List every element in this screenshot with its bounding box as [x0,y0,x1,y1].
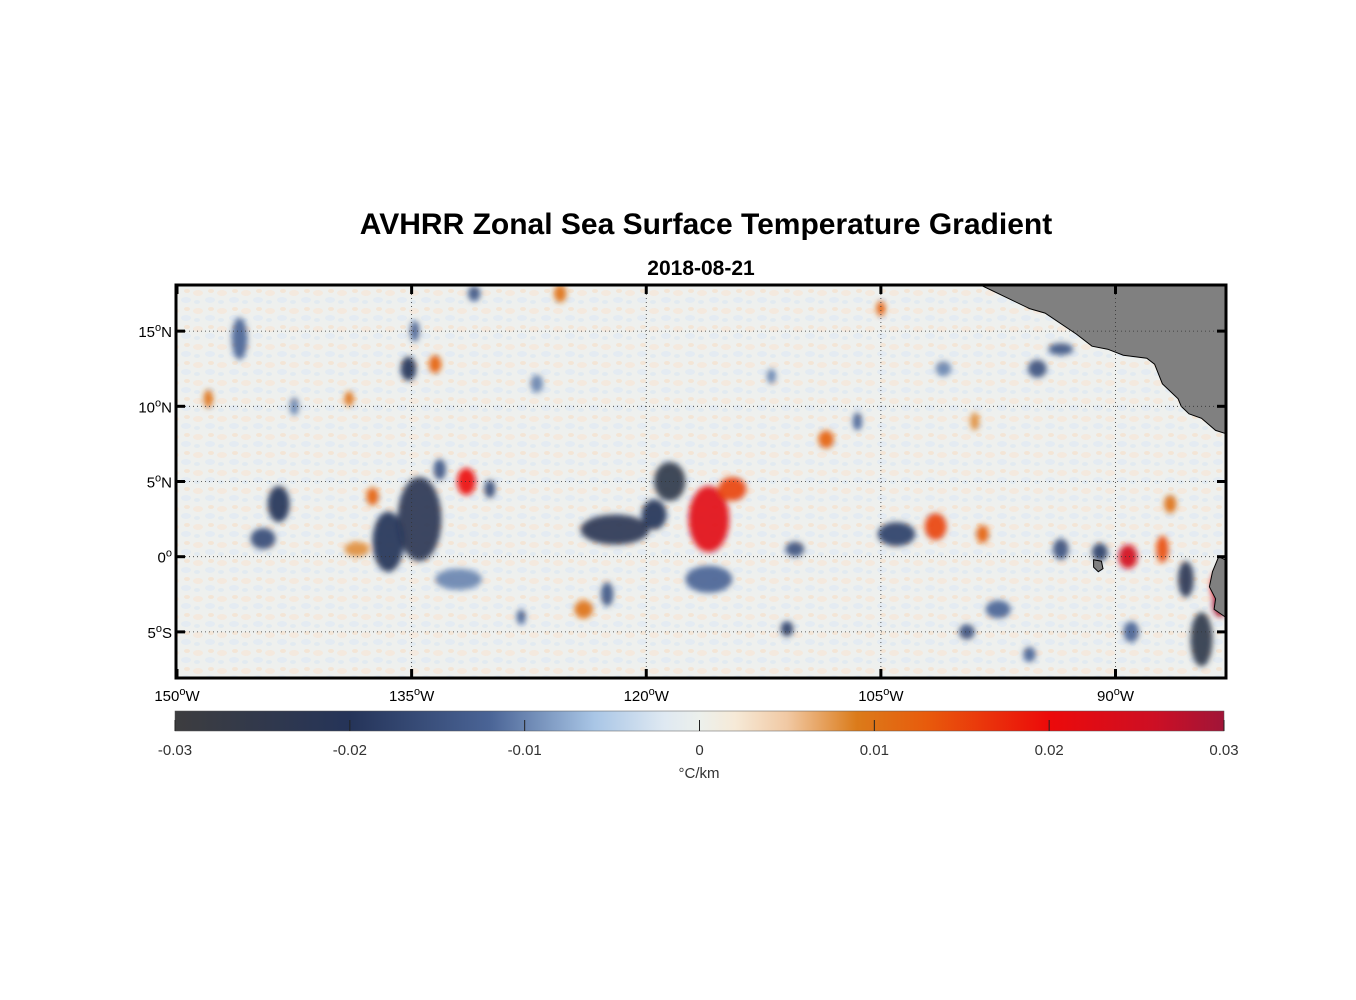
land-masses [982,286,1225,618]
gradient-anomaly [400,356,417,381]
gradient-anomaly [344,541,370,557]
gradient-anomaly [780,621,794,637]
map-title: AVHRR Zonal Sea Surface Temperature Grad… [360,208,1052,241]
gradient-anomaly [1027,359,1047,378]
gradient-anomaly [1023,646,1036,662]
map-area [177,286,1225,677]
gradient-anomaly [688,486,730,553]
gradient-anomaly [935,361,952,377]
gradient-anomaly [641,499,667,530]
gradient-anomaly [516,609,526,625]
gradient-anomaly [1052,538,1069,560]
gradient-anomaly [1163,495,1177,514]
gradient-anomaly [766,368,777,384]
colorbar-tick-label: -0.03 [158,742,192,759]
gradient-anomaly [530,374,544,393]
gradient-anomaly [976,525,989,544]
gradient-anomaly [985,600,1011,619]
gradient-anomaly [250,528,276,550]
lat-tick-label: 15oN [138,322,172,341]
lon-tick-label: 150oW [154,686,200,705]
gradient-anomaly [785,541,805,557]
gradient-anomaly [574,600,594,619]
gradient-anomaly [1123,621,1139,643]
map-ticks: 150oW 135oW 120oW 105oW 90oW 15oN 10oN 5oN 0o 5oS [138,286,1225,705]
map-subtitle: 2018-08-21 [647,257,755,280]
gradient-anomaly [685,565,733,593]
colorbar-unit-label: °C/km [679,765,720,782]
colorbar-tick-label: -0.02 [333,742,367,759]
colorbar-tick-label: -0.01 [508,742,542,759]
map-frame [174,283,1228,680]
colorbar-ticks: -0.03 -0.02 -0.01 0 0.01 0.02 0.03 [158,720,1239,759]
gradient-anomaly [852,412,863,431]
gradient-anomaly [877,522,916,547]
land-galapagos-island [1093,559,1104,573]
colorbar-tick-label: 0.02 [1035,742,1064,759]
gradient-anomaly [876,301,886,317]
land-central-america [982,286,1225,434]
gradient-anomaly [428,355,442,374]
lon-tick-label: 135oW [389,686,435,705]
gradient-anomaly [410,320,420,342]
map-gridlines [177,286,1225,677]
gradient-anomaly [600,582,614,607]
gradient-anomaly [372,511,404,572]
sst-gradient-field [203,286,1225,667]
lon-tick-label: 105oW [858,686,904,705]
gradient-anomaly [959,624,975,640]
gradient-anomaly [397,476,442,562]
gradient-anomaly [433,458,447,480]
colorbar: -0.03 -0.02 -0.01 0 0.01 0.02 0.03 °C/km [158,710,1239,782]
gradient-anomaly [1118,544,1138,569]
gradient-anomaly [718,476,747,502]
gradient-anomaly [924,513,947,541]
gradient-anomaly [289,397,300,416]
gradient-anomaly [435,568,483,590]
gradient-anomaly [1048,343,1074,356]
colorbar-tick-label: 0.01 [860,742,889,759]
gradient-anomaly [456,467,476,496]
gradient-anomaly [344,391,354,407]
gradient-anomaly [1190,612,1213,667]
colorbar-tick-label: 0.03 [1209,742,1238,759]
lon-tick-label: 120oW [624,686,670,705]
lon-tick-label: 90oW [1097,686,1135,705]
colorbar-tick-label: 0 [695,742,703,759]
gradient-anomaly [580,514,650,545]
gradient-anomaly [467,286,481,302]
gradient-anomaly [203,389,213,408]
gradient-anomaly [1156,535,1169,563]
lat-tick-label: 0o [158,548,172,567]
lat-tick-label: 5oS [148,623,172,642]
gradient-anomaly [231,317,248,360]
gradient-anomaly [1092,543,1108,562]
land-south-america [1208,556,1225,618]
gradient-anomaly [818,430,834,449]
gradient-anomaly [970,412,980,431]
gradient-anomaly [366,487,379,506]
gradient-anomaly [553,286,567,303]
lat-tick-label: 5oN [147,473,172,492]
gradient-anomaly [484,479,496,499]
gradient-anomaly [267,486,290,523]
gradient-anomaly [1178,561,1194,598]
lat-tick-label: 10oN [138,397,172,416]
